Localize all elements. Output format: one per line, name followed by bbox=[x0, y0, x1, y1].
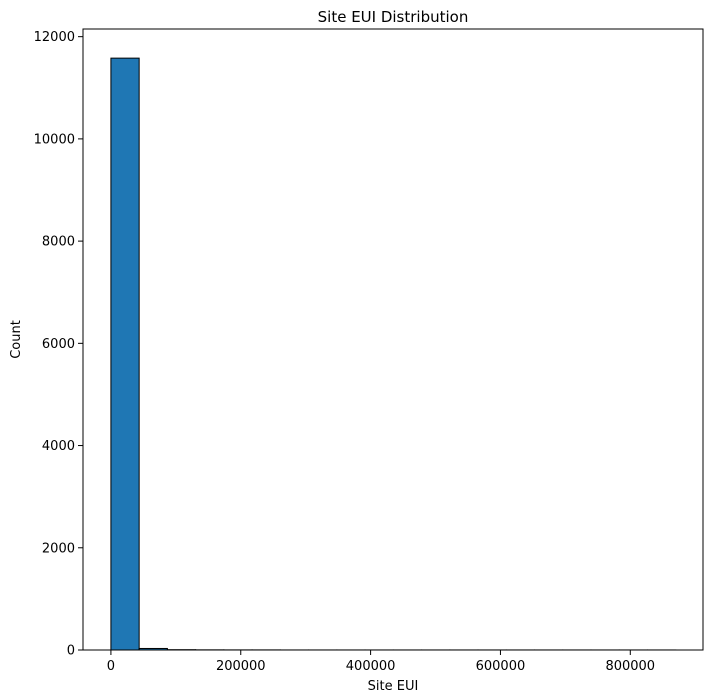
x-tick-label: 600000 bbox=[476, 659, 526, 674]
x-tick-label: 800000 bbox=[605, 659, 655, 674]
plot-frame bbox=[82, 28, 704, 651]
y-tick-label: 12000 bbox=[34, 30, 75, 45]
y-tick-label: 4000 bbox=[42, 439, 75, 454]
y-tick-label: 0 bbox=[67, 644, 75, 659]
y-tick-label: 8000 bbox=[42, 235, 75, 250]
histogram-bar bbox=[110, 57, 140, 651]
y-tick-label: 2000 bbox=[42, 541, 75, 556]
x-tick-label: 400000 bbox=[346, 659, 396, 674]
x-axis: 0 200000 400000 600000 800000 bbox=[107, 650, 655, 674]
chart-title: Site EUI Distribution bbox=[318, 8, 469, 26]
x-axis-label: Site EUI bbox=[368, 679, 419, 694]
y-tick-label: 10000 bbox=[34, 132, 75, 147]
x-tick-label: 200000 bbox=[216, 659, 266, 674]
y-tick-label: 6000 bbox=[42, 337, 75, 352]
y-axis: 0 2000 4000 6000 8000 10000 12000 bbox=[34, 30, 83, 659]
y-axis-label: Count bbox=[9, 320, 24, 359]
x-tick-label: 0 bbox=[107, 659, 115, 674]
